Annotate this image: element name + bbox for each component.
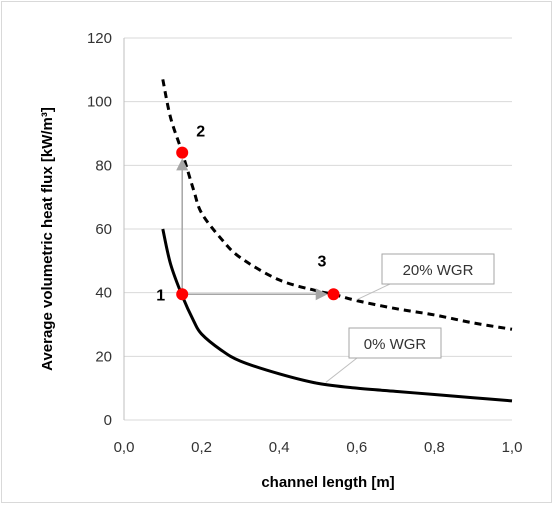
callout-leader	[356, 283, 391, 301]
point-3-marker	[327, 288, 340, 301]
y-tick-label: 20	[95, 348, 112, 365]
point-2-label: 2	[196, 124, 205, 141]
point-2-marker	[176, 146, 189, 159]
x-tick-label: 0,0	[114, 439, 135, 456]
y-tick-label: 100	[87, 94, 112, 111]
y-tick-label: 80	[95, 157, 112, 174]
y-tick-label: 60	[95, 221, 112, 238]
callout-label: 20% WGR	[403, 262, 474, 279]
callout-label: 0% WGR	[364, 336, 427, 353]
callout-leader	[325, 357, 358, 383]
x-tick-label: 0,2	[191, 439, 212, 456]
point-3-label: 3	[318, 253, 327, 270]
y-tick-label: 40	[95, 285, 112, 302]
point-1-label: 1	[156, 287, 165, 304]
x-axis-title: channel length [m]	[261, 474, 394, 491]
callout-box	[381, 253, 495, 285]
y-tick-label: 0	[104, 412, 112, 429]
point-1-marker	[176, 288, 189, 301]
x-tick-label: 0,6	[346, 439, 367, 456]
x-tick-label: 0,4	[269, 439, 290, 456]
x-tick-label: 0,8	[424, 439, 445, 456]
callout-box	[348, 327, 442, 359]
x-tick-label: 1,0	[502, 439, 523, 456]
y-tick-label: 120	[87, 30, 112, 47]
y-axis-title: Average volumetric heat flux [kW/m³]	[39, 107, 56, 371]
